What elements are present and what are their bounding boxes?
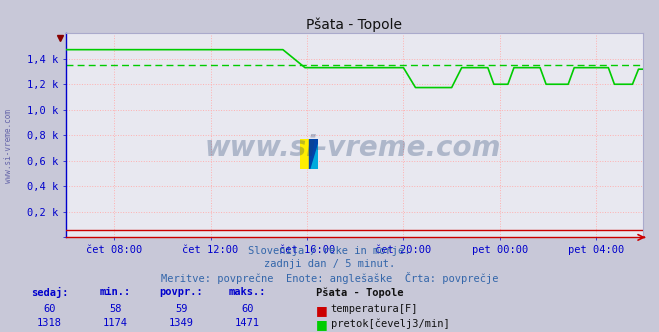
Text: povpr.:: povpr.:	[159, 287, 203, 297]
Text: 60: 60	[43, 304, 55, 314]
Text: Slovenija / reke in morje.: Slovenija / reke in morje.	[248, 246, 411, 256]
Text: ■: ■	[316, 318, 328, 331]
Text: Pšata - Topole: Pšata - Topole	[316, 287, 404, 298]
Text: min.:: min.:	[100, 287, 131, 297]
Text: 58: 58	[109, 304, 121, 314]
Text: www.si-vreme.com: www.si-vreme.com	[4, 109, 13, 183]
Bar	[300, 139, 309, 169]
Polygon shape	[309, 139, 318, 169]
Text: maks.:: maks.:	[229, 287, 266, 297]
Text: 60: 60	[241, 304, 253, 314]
Polygon shape	[309, 139, 318, 169]
Text: Meritve: povprečne  Enote: anglešaške  Črta: povprečje: Meritve: povprečne Enote: anglešaške Črt…	[161, 272, 498, 284]
Text: 59: 59	[175, 304, 187, 314]
Text: 1318: 1318	[37, 318, 62, 328]
Text: pretok[čevelj3/min]: pretok[čevelj3/min]	[331, 318, 449, 329]
Text: 1174: 1174	[103, 318, 128, 328]
Text: 1471: 1471	[235, 318, 260, 328]
Text: temperatura[F]: temperatura[F]	[331, 304, 418, 314]
Text: 1349: 1349	[169, 318, 194, 328]
Text: www.si-vreme.com: www.si-vreme.com	[204, 134, 501, 162]
Text: ■: ■	[316, 304, 328, 317]
Text: sedaj:: sedaj:	[31, 287, 68, 298]
Title: Pšata - Topole: Pšata - Topole	[306, 18, 402, 32]
Text: zadnji dan / 5 minut.: zadnji dan / 5 minut.	[264, 259, 395, 269]
